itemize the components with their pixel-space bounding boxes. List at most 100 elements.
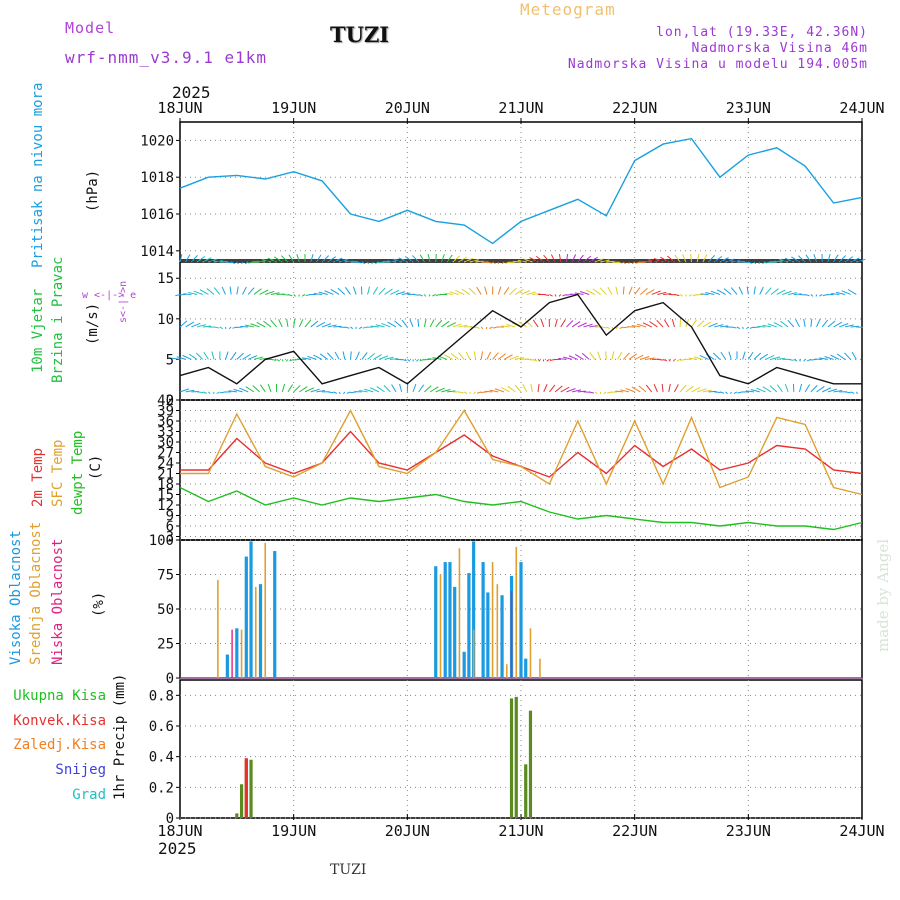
- wind-barb: [784, 383, 789, 393]
- wind-barb: [367, 261, 370, 265]
- wind-barb: [310, 254, 314, 263]
- wind-barb: [333, 257, 343, 263]
- wind-barb: [674, 254, 681, 263]
- wind-barb: [688, 294, 692, 297]
- precip-total-bar: [249, 759, 253, 818]
- wind-barb: [316, 321, 326, 328]
- temp-label-2: SFC Temp: [50, 440, 66, 507]
- wind-barb: [558, 294, 562, 297]
- wind-barb: [774, 260, 783, 263]
- wind-barb: [458, 256, 468, 263]
- wind-barb: [267, 257, 277, 263]
- cloud-mid-bar: [539, 658, 541, 678]
- pressure-line: [179, 137, 863, 245]
- wind-barb: [374, 261, 380, 264]
- wind-barb: [702, 389, 712, 393]
- wind-barb: [514, 384, 522, 393]
- wind-barb: [185, 321, 195, 328]
- wind-barb: [530, 383, 533, 392]
- wind-barb: [666, 255, 675, 263]
- y-tick-label: 10: [157, 312, 174, 328]
- wind-barb: [387, 321, 397, 328]
- wind-barb: [327, 256, 337, 263]
- wind-barb: [565, 253, 569, 263]
- wind-barb: [307, 355, 317, 360]
- wind-barb: [507, 385, 516, 393]
- wind-barb: [188, 291, 198, 295]
- wind-barb: [830, 354, 840, 360]
- wind-barb: [615, 286, 619, 295]
- wind-barb: [696, 253, 700, 263]
- wind-barb: [628, 286, 633, 295]
- wind-barb: [446, 322, 456, 328]
- wind-barb: [696, 320, 705, 328]
- wind-barb: [199, 289, 209, 295]
- y-tick-label: 0.8: [149, 688, 174, 704]
- cloud-mid-bar: [264, 542, 267, 678]
- wind-barb: [535, 255, 545, 263]
- wind-barb: [522, 384, 528, 393]
- wind-barb: [661, 383, 664, 392]
- wind-barb: [816, 319, 821, 328]
- wind-barb: [844, 324, 854, 328]
- wind-barb: [742, 326, 744, 330]
- wind-barb: [252, 385, 260, 393]
- wind-barb: [298, 319, 304, 328]
- wind-barb: [631, 261, 635, 265]
- wind-barb: [780, 320, 789, 328]
- x-tick-label-top: 19JUN: [271, 99, 316, 117]
- y-tick-label: 21: [157, 467, 174, 483]
- wind-barb: [605, 351, 607, 360]
- wind-barb: [747, 351, 754, 360]
- wind-barb: [549, 294, 553, 297]
- wind-barb: [486, 261, 493, 264]
- wind-barb: [723, 288, 732, 295]
- wind-barb: [620, 389, 630, 393]
- wind-barb: [628, 353, 638, 360]
- wind-barb: [463, 391, 468, 395]
- wind-barb: [793, 293, 802, 295]
- wind-barb: [835, 291, 846, 295]
- wind-barb: [674, 293, 680, 297]
- wind-barb: [745, 390, 755, 393]
- wind-barb: [603, 391, 607, 395]
- wind-barb: [543, 293, 550, 296]
- wind-barb: [657, 291, 667, 295]
- wind-barb: [288, 254, 295, 263]
- wind-barb: [615, 390, 624, 393]
- wind-barb: [577, 254, 584, 263]
- wind-barb: [625, 387, 635, 393]
- wind-barb: [607, 286, 613, 295]
- wind-barb: [714, 324, 724, 328]
- wind-barb: [770, 288, 779, 295]
- year-top: 2025: [172, 83, 211, 102]
- wind-barb: [287, 384, 293, 393]
- wind-barb: [588, 256, 598, 263]
- wind-barb: [705, 292, 715, 295]
- cloud-high-bar: [472, 541, 476, 678]
- wind-barb: [418, 384, 425, 393]
- wind-barb: [606, 326, 610, 329]
- wind-barb: [299, 386, 308, 393]
- wind-barb: [461, 288, 471, 295]
- wind-barb: [805, 254, 812, 263]
- wind-barb: [793, 358, 798, 362]
- wind-barb: [844, 256, 854, 263]
- wind-barb: [424, 385, 432, 393]
- wind-barb: [733, 391, 738, 395]
- wind-speed-line: [179, 293, 862, 385]
- wind-barb: [463, 257, 474, 263]
- wind-barb: [324, 290, 334, 295]
- wind-barb: [702, 321, 712, 328]
- cloud-label-3: Niska Oblacnost: [50, 539, 66, 665]
- wind-barb: [452, 323, 462, 328]
- cloud-high-bar: [486, 592, 490, 678]
- wind-barb: [236, 261, 239, 265]
- wind-barb: [753, 286, 756, 295]
- wind-barb: [412, 255, 420, 263]
- precip-legend-2: Zaledj.Kisa: [13, 737, 106, 753]
- cloud-high-bar: [235, 628, 239, 678]
- wind-barb: [228, 390, 237, 393]
- wind-barb: [583, 323, 593, 328]
- wind-barb: [520, 290, 531, 295]
